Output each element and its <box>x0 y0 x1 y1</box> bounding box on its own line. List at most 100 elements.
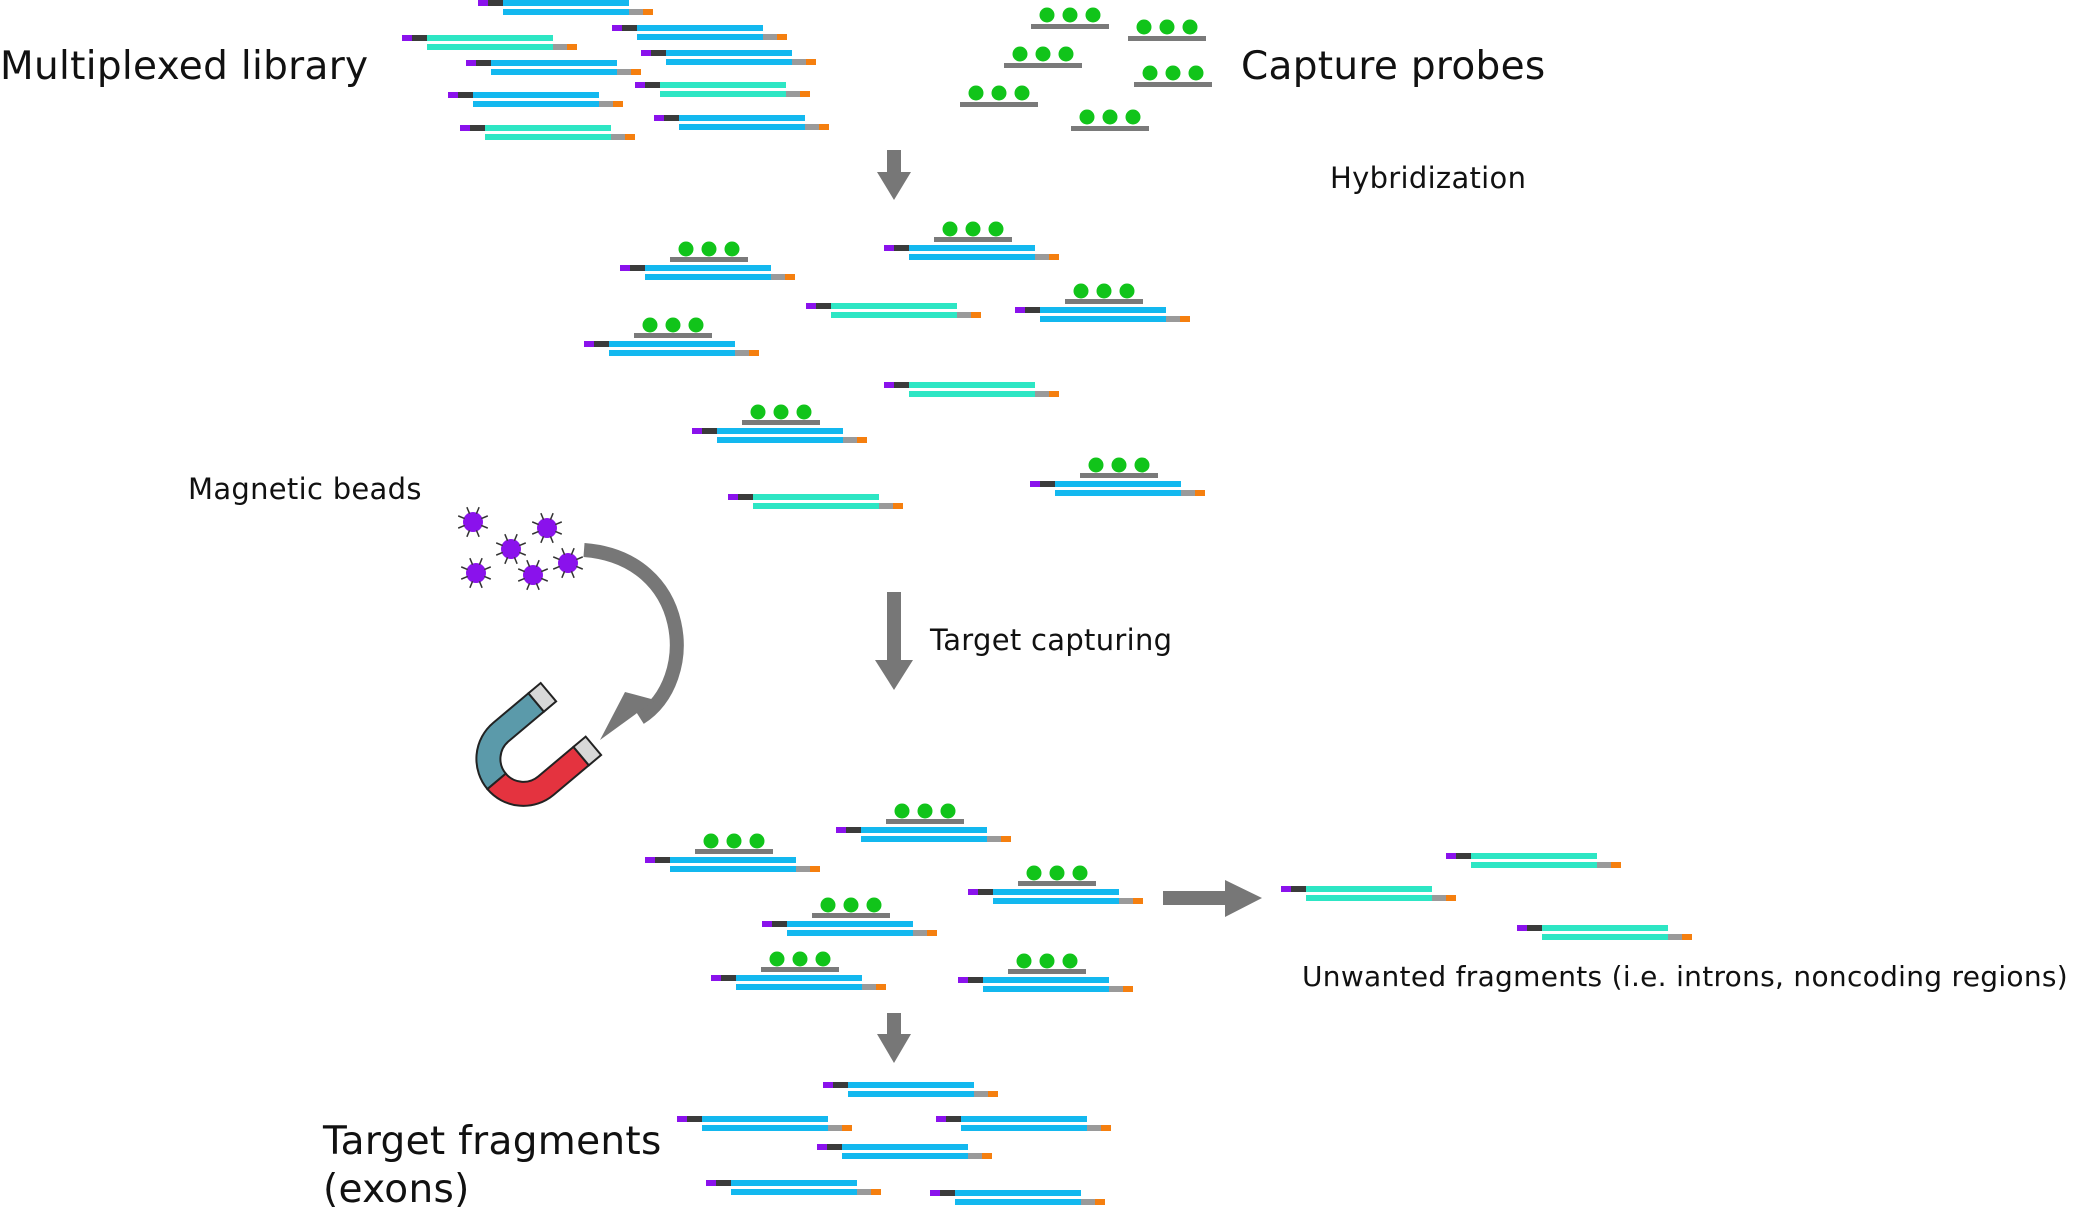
adapter-left <box>645 857 655 863</box>
magnet-icon <box>475 681 603 807</box>
probe-dot <box>988 221 1004 237</box>
arrow-curved-head <box>600 692 655 740</box>
strand-bottom <box>637 34 763 40</box>
strand-top <box>717 428 843 434</box>
adapter-right-gray <box>617 69 631 75</box>
strand-bottom <box>787 930 913 936</box>
bead-spike <box>504 533 509 541</box>
probe-dot <box>1188 65 1204 81</box>
bead-spike <box>495 542 503 547</box>
target-fragment <box>620 241 795 280</box>
probe-dot <box>1142 65 1158 81</box>
probe-dot <box>724 241 740 257</box>
offtarget-fragment <box>402 35 577 50</box>
label-target-fragments-exons: (exons) <box>323 1167 470 1212</box>
target-fragment <box>448 92 623 107</box>
probe-dot <box>1014 85 1030 101</box>
bead-spike <box>457 524 465 529</box>
bead-spike <box>495 551 503 556</box>
adapter-left-dark <box>978 889 993 895</box>
target-fragment <box>1030 457 1205 496</box>
arrow-down-hybridization <box>877 150 911 200</box>
probe-dot <box>701 241 717 257</box>
bead-spike <box>526 583 531 591</box>
strand-top <box>1542 925 1668 931</box>
probe-dot <box>1058 46 1074 62</box>
probe-dot <box>1016 953 1032 969</box>
adapter-left <box>958 977 968 983</box>
probe-dot <box>678 241 694 257</box>
strand-top <box>473 92 599 98</box>
probe-dot <box>1182 19 1198 35</box>
adapter-left-dark <box>827 1144 842 1150</box>
adapter-right <box>1133 898 1143 904</box>
adapter-right <box>1195 490 1205 496</box>
probe-dot <box>1072 865 1088 881</box>
target-fragment <box>817 1144 992 1159</box>
bead-body <box>466 563 486 583</box>
bead-body <box>501 539 521 559</box>
bound-probe-bar <box>1080 473 1158 478</box>
strand-top <box>787 921 913 927</box>
strand-bottom <box>909 254 1035 260</box>
adapter-right <box>988 1091 998 1097</box>
adapter-left <box>711 975 721 981</box>
probe-dot <box>792 951 808 967</box>
probe-dot <box>1073 283 1089 299</box>
bead-spike <box>513 533 518 541</box>
target-fragment <box>884 221 1059 260</box>
strand-top <box>983 977 1109 983</box>
adapter-left-dark <box>651 50 666 56</box>
strand-top <box>909 382 1035 388</box>
probe-dot <box>688 317 704 333</box>
adapter-right <box>1123 986 1133 992</box>
adapter-right <box>567 44 577 50</box>
adapter-left-dark <box>833 1082 848 1088</box>
adapter-left-dark <box>772 921 787 927</box>
strand-top <box>670 857 796 863</box>
strand-bottom <box>702 1125 828 1131</box>
strand-top <box>1471 853 1597 859</box>
adapter-right <box>842 1125 852 1131</box>
adapter-right-gray <box>857 1189 871 1195</box>
bead-spike <box>475 506 480 514</box>
bead-spike <box>469 557 474 565</box>
arrow-curved-to-magnet <box>583 543 684 724</box>
magnetic-bead <box>495 533 527 565</box>
adapter-right-gray <box>1597 862 1611 868</box>
adapter-right-gray <box>735 350 749 356</box>
bound-probe-bar <box>1018 881 1096 886</box>
adapter-right <box>927 930 937 936</box>
strand-top <box>485 125 611 131</box>
probe-dot <box>1039 7 1055 23</box>
probe-dot <box>968 85 984 101</box>
probe-dot <box>1102 109 1118 125</box>
strand-bottom <box>645 274 771 280</box>
capture-probe <box>1031 7 1109 29</box>
bead-spike <box>555 530 563 535</box>
target-fragment <box>711 951 886 990</box>
adapter-right-gray <box>1668 934 1682 940</box>
bead-spike <box>517 577 525 582</box>
target-fragment <box>584 317 759 356</box>
strand-bottom <box>717 437 843 443</box>
bead-spike <box>517 568 525 573</box>
label-target-capturing: Target capturing <box>930 623 1173 657</box>
probe-dot <box>894 803 910 819</box>
adapter-right-gray <box>957 312 971 318</box>
arrow-down-target-capturing <box>875 592 913 690</box>
adapter-left <box>460 125 470 131</box>
adapter-right <box>1180 316 1190 322</box>
adapter-left-dark <box>846 827 861 833</box>
adapter-right <box>1446 895 1456 901</box>
strand-bottom <box>666 59 792 65</box>
strand-bottom <box>842 1153 968 1159</box>
probe-dot <box>1119 283 1135 299</box>
target-fragment <box>823 1082 998 1097</box>
strand-top <box>993 889 1119 895</box>
probe-dot <box>749 833 765 849</box>
adapter-right-gray <box>1109 986 1123 992</box>
bead-spike <box>457 515 465 520</box>
offtarget-fragment <box>635 82 810 97</box>
strand-bottom <box>909 391 1035 397</box>
